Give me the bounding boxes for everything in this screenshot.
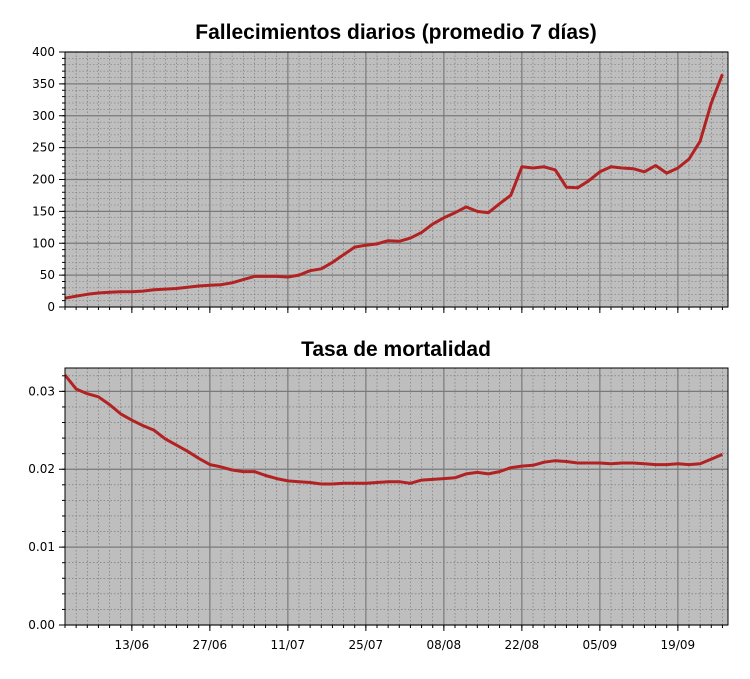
deaths-y-tick-label: 250 [32, 141, 55, 155]
mortality-plot-frame [64, 367, 729, 626]
deaths-chart-title: Fallecimientos diarios (promedio 7 días) [195, 21, 596, 44]
deaths-grid [64, 51, 728, 308]
mortality-chart-title: Tasa de mortalidad [301, 338, 491, 361]
deaths-panel: Fallecimientos diarios (promedio 7 días)… [32, 21, 729, 314]
deaths-y-tick-label: 0 [47, 300, 55, 314]
deaths-y-tick-label: 400 [32, 45, 55, 59]
deaths-y-tick-label: 50 [40, 268, 55, 282]
deaths-y-tick-label: 350 [32, 77, 55, 91]
x-tick-label: 27/06 [193, 638, 228, 652]
mortality-y-tick-label: 0.03 [28, 384, 55, 398]
x-tick-label: 19/09 [661, 638, 696, 652]
x-tick-label: 25/07 [349, 638, 384, 652]
mortality-y-tick-label: 0.00 [28, 618, 55, 632]
deaths-y-tick-label: 150 [32, 204, 55, 218]
x-tick-label: 22/08 [505, 638, 540, 652]
mortality-y-tick-label: 0.01 [28, 540, 55, 554]
deaths-y-tick-label: 200 [32, 173, 55, 187]
x-tick-label: 11/07 [271, 638, 306, 652]
x-tick-label: 05/09 [583, 638, 618, 652]
deaths-series-line [65, 73, 724, 300]
mortality-panel: Tasa de mortalidad 13/06 27/06 11/07 25/07 0… [28, 338, 729, 652]
deaths-y-tick-label: 100 [32, 236, 55, 250]
x-tick-label: 08/08 [427, 638, 462, 652]
deaths-plot-frame [64, 51, 729, 308]
deaths-y-tick-label: 300 [32, 109, 55, 123]
x-tick-label: 13/06 [115, 638, 150, 652]
mortality-series-line [65, 374, 723, 486]
mortality-plot-area [65, 368, 728, 625]
mortality-y-tick-label: 0.02 [28, 462, 55, 476]
